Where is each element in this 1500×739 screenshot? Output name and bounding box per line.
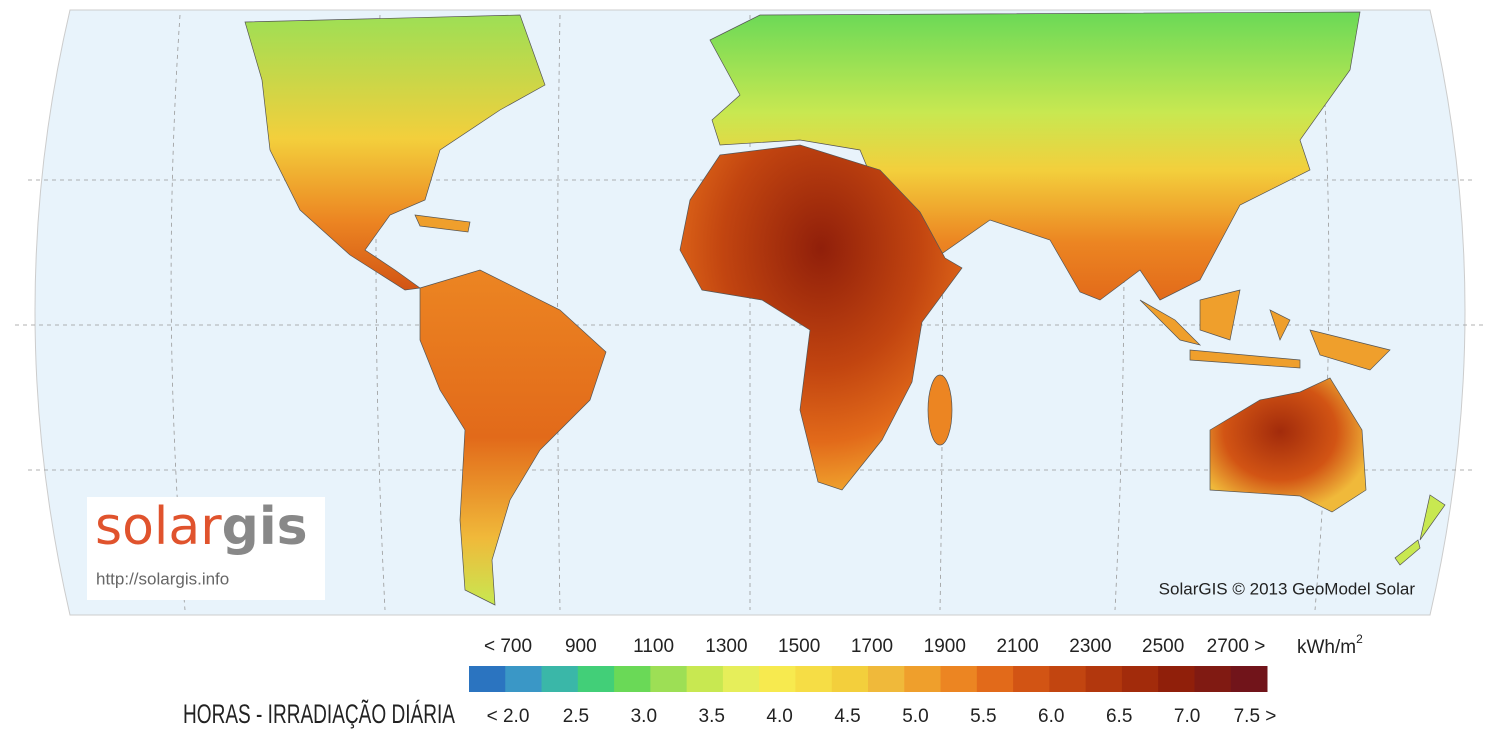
land [244, 11, 1446, 606]
logo-url: http://solargis.info [96, 569, 229, 588]
legend-swatch [614, 666, 651, 692]
new-zealand [1394, 494, 1446, 566]
legend-swatch [1230, 666, 1268, 692]
legend-top-label: 1500 [778, 636, 820, 657]
logo: solargis [95, 497, 308, 557]
legend-swatch [795, 666, 833, 692]
legend-bottom-label: 7.0 [1174, 706, 1200, 727]
australia [1209, 377, 1367, 513]
legend-swatch [759, 666, 796, 692]
legend-swatch [1085, 666, 1123, 692]
legend-top-label: 2100 [996, 636, 1038, 657]
legend-top-label: 1300 [705, 636, 747, 657]
legend-swatch [976, 666, 1014, 692]
legend-top-label: 1100 [633, 636, 674, 657]
south-america [419, 269, 607, 606]
legend-top-label: < 700 [484, 636, 532, 657]
north-america [244, 14, 546, 291]
legend-swatch [722, 666, 760, 692]
legend-bottom-label: 2.5 [563, 706, 589, 727]
legend-swatch [650, 666, 688, 692]
legend-swatch [505, 666, 543, 692]
unit-base: kWh/m [1297, 637, 1356, 658]
legend-bottom-label: 5.5 [970, 706, 996, 727]
legend-bottom-label: 6.5 [1106, 706, 1132, 727]
logo-gis: gis [222, 497, 308, 557]
legend-swatch [577, 666, 615, 692]
legend-swatch [1194, 666, 1232, 692]
legend-bottom-label: 3.5 [699, 706, 725, 727]
legend-bottom-label: 4.5 [834, 706, 860, 727]
logo-background [87, 497, 325, 600]
indonesia [1139, 289, 1391, 371]
legend-bottom-label: 7.5 > [1234, 706, 1277, 727]
legend-bottom-label: 3.0 [631, 706, 657, 727]
legend-swatch [1013, 666, 1050, 692]
legend-swatch [1049, 666, 1087, 692]
legend-top-label: 2300 [1069, 636, 1111, 657]
credit: SolarGIS © 2013 GeoModel Solar [1159, 579, 1416, 598]
legend: kWh/m2 HORAS - IRRADIAÇÃO DIÁRIA < 700 90… [183, 632, 1363, 729]
caribbean [414, 214, 471, 233]
logo-solar: solar [95, 497, 222, 557]
legend-bottom-label: 4.0 [766, 706, 792, 727]
map [15, 9, 1485, 616]
legend-swatch [904, 666, 942, 692]
unit: kWh/m2 [1297, 632, 1363, 658]
legend-swatch [1121, 666, 1159, 692]
legend-swatch [541, 666, 579, 692]
legend-top-label: 1900 [924, 636, 966, 657]
africa [679, 144, 963, 491]
legend-swatch [940, 666, 978, 692]
legend-swatch [469, 666, 506, 692]
legend-swatch [868, 666, 905, 692]
legend-bottom-label: 5.0 [902, 706, 928, 727]
legend-top-label: 1700 [851, 636, 893, 657]
legend-top-label: 2500 [1142, 636, 1184, 657]
unit-exponent: 2 [1356, 632, 1363, 646]
logo-box: solargis http://solargis.info [87, 497, 325, 600]
legend-bottom-label: 6.0 [1038, 706, 1064, 727]
legend-top-label: 900 [565, 636, 597, 657]
legend-bottom-label: < 2.0 [487, 706, 530, 727]
eurasia [709, 11, 1361, 301]
legend-top-label: 2700 > [1207, 636, 1266, 657]
legend-swatch [831, 666, 869, 692]
legend-swatch [1158, 666, 1195, 692]
madagascar [927, 374, 953, 446]
legend-title: HORAS - IRRADIAÇÃO DIÁRIA [183, 698, 455, 729]
legend-swatch [686, 666, 724, 692]
